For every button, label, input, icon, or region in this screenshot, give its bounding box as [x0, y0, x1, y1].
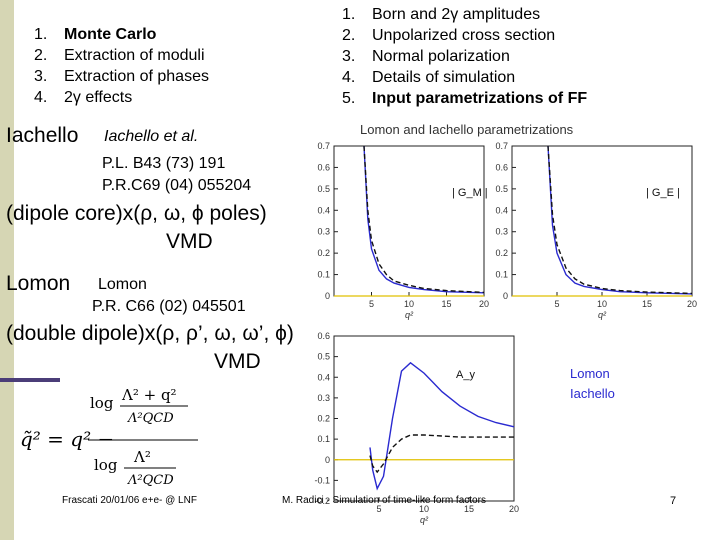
y-tick-label: 0.6: [495, 162, 508, 172]
lomon-authors: Lomon: [98, 276, 147, 293]
iachello-authors: Iachello et al.: [104, 128, 199, 145]
x-tick-label: 20: [687, 299, 697, 309]
series-line-iachello: [369, 434, 514, 474]
outline-item: 2. Unpolarized cross section: [342, 27, 556, 44]
x-axis-label: q²: [405, 310, 414, 320]
legend-iachello: Iachello: [570, 386, 615, 401]
lomon-model: (double dipole)x(ρ, ρ’, ω, ω’, ϕ): [6, 322, 294, 345]
y-tick-label: 0.3: [495, 227, 508, 237]
iachello-heading: Iachello: [6, 124, 79, 147]
y-tick-label: 0.4: [495, 205, 508, 215]
x-tick-label: 20: [479, 299, 489, 309]
svg-text:Λ² + q²: Λ² + q²: [121, 386, 177, 404]
y-tick-label: 0.7: [317, 141, 330, 151]
x-axis-label: q²: [420, 515, 429, 525]
right-outline-list: 1. Born and 2γ amplitudes 2. Unpolarized c…: [342, 4, 587, 109]
outline-item: 1. Born and 2γ amplitudes: [342, 6, 541, 23]
lomon-vmd: VMD: [214, 350, 261, 373]
outline-item: 2. Extraction of moduli: [34, 47, 205, 64]
lomon-ref: P.R. C66 (02) 045501: [92, 298, 246, 315]
x-tick-label: 5: [376, 504, 381, 514]
y-tick-label: 0.5: [495, 184, 508, 194]
x-tick-label: 10: [597, 299, 607, 309]
svg-text:q̃² = q² −: q̃² = q² −: [20, 427, 114, 451]
y-tick-label: 0.2: [317, 248, 330, 258]
iachello-ref-1: P.L. B43 (73) 191: [102, 155, 226, 172]
form-factor-figure: Lomon and Iachello parametrizations 0 0.1…: [294, 116, 708, 528]
page-number: 7: [670, 495, 677, 507]
figure-title: Lomon and Iachello parametrizations: [360, 122, 574, 137]
series-line-lomon: [363, 145, 485, 294]
y-tick-label: 0.4: [317, 205, 330, 215]
svg-text:Λ²QCD: Λ²QCD: [127, 473, 174, 488]
iachello-model: (dipole core)x(ρ, ω, ϕ poles): [6, 202, 267, 225]
outline-item: 3. Extraction of phases: [34, 68, 209, 85]
panel-ge-label: | G_E |: [646, 187, 680, 199]
y-tick-label: 0.2: [495, 248, 508, 258]
plot-frame: [333, 145, 485, 297]
y-tick-label: 0.1: [317, 270, 330, 280]
panel-gm: 0 0.1 0.2 0.3 0.4 0.5 0.6 0.7 5 10 15 20 q²: [317, 141, 489, 320]
x-tick-label: 10: [419, 504, 429, 514]
y-tick-label: 0.3: [317, 393, 330, 403]
left-outline-list: 1. Monte Carlo 2. Extraction of moduli 3. E…: [34, 24, 209, 108]
left-sidebar-band: [0, 0, 14, 540]
x-tick-label: 5: [369, 299, 374, 309]
y-tick-label: 0.1: [495, 270, 508, 280]
q-tilde-formula: q̃² = q² − log Λ² + q² Λ²QCD log Λ² Λ²QC…: [20, 386, 198, 488]
footer-left: Frascati 20/01/06 e+e- @ LNF: [62, 495, 197, 506]
legend-lomon: Lomon: [570, 366, 610, 381]
x-axis-label: q²: [598, 310, 607, 320]
footer-center: M. Radici - Simulation of time-like form…: [282, 495, 486, 506]
svg-text:log: log: [90, 394, 114, 412]
outline-item: 5. Input parametrizations of FF: [342, 90, 588, 107]
outline-item: 3. Normal polarization: [342, 48, 510, 65]
series-line-lomon: [547, 145, 693, 295]
panel-ge: 0 0.1 0.2 0.3 0.4 0.5 0.6 0.7 5 10 15 20 q²: [495, 141, 697, 320]
header-band: [14, 0, 720, 118]
svg-text:Λ²QCD: Λ²QCD: [127, 411, 174, 426]
series-line-lomon: [369, 361, 515, 491]
panel-ay: -0.2 -0.1 0 0.1 0.2 0.3 0.4 0.5 0.6 5 10 15 20 q²: [314, 331, 519, 525]
y-tick-label: 0: [325, 455, 330, 465]
outline-item: 4. 2γ effects: [34, 89, 133, 106]
panel-ay-label: A_y: [456, 369, 475, 381]
y-tick-label: 0.6: [317, 331, 330, 341]
x-tick-label: 15: [441, 299, 451, 309]
y-tick-label: 0.6: [317, 162, 330, 172]
plot-frame: [333, 335, 515, 502]
x-tick-label: 15: [464, 504, 474, 514]
svg-text:Λ²: Λ²: [133, 448, 151, 466]
y-tick-label: 0: [325, 291, 330, 301]
x-tick-label: 10: [404, 299, 414, 309]
y-tick-label: 0: [503, 291, 508, 301]
y-tick-label: -0.2: [314, 496, 330, 506]
outline-item: 4. Details of simulation: [342, 69, 516, 86]
y-tick-label: -0.1: [314, 475, 330, 485]
y-tick-label: 0.5: [317, 352, 330, 362]
form-factor-plots: Lomon and Iachello parametrizations 0 0.1…: [314, 122, 697, 525]
y-tick-label: 0.5: [317, 184, 330, 194]
lomon-heading: Lomon: [6, 272, 71, 295]
panel-gm-label: | G_M |: [452, 187, 488, 199]
iachello-vmd: VMD: [166, 230, 213, 253]
y-tick-label: 0.4: [317, 372, 330, 382]
accent-rule: [0, 378, 60, 382]
y-tick-label: 0.7: [495, 141, 508, 151]
y-tick-label: 0.2: [317, 414, 330, 424]
iachello-ref-2: P.R.C69 (04) 055204: [102, 177, 252, 194]
series-line-iachello: [363, 145, 485, 294]
y-tick-label: 0.1: [317, 434, 330, 444]
x-tick-label: 5: [554, 299, 559, 309]
x-tick-label: 20: [509, 504, 519, 514]
series-line-iachello: [547, 145, 693, 295]
outline-item: 1. Monte Carlo: [34, 26, 157, 43]
svg-text:log: log: [94, 456, 118, 474]
y-tick-label: 0.3: [317, 227, 330, 237]
x-tick-label: 15: [642, 299, 652, 309]
plot-frame: [511, 145, 693, 297]
